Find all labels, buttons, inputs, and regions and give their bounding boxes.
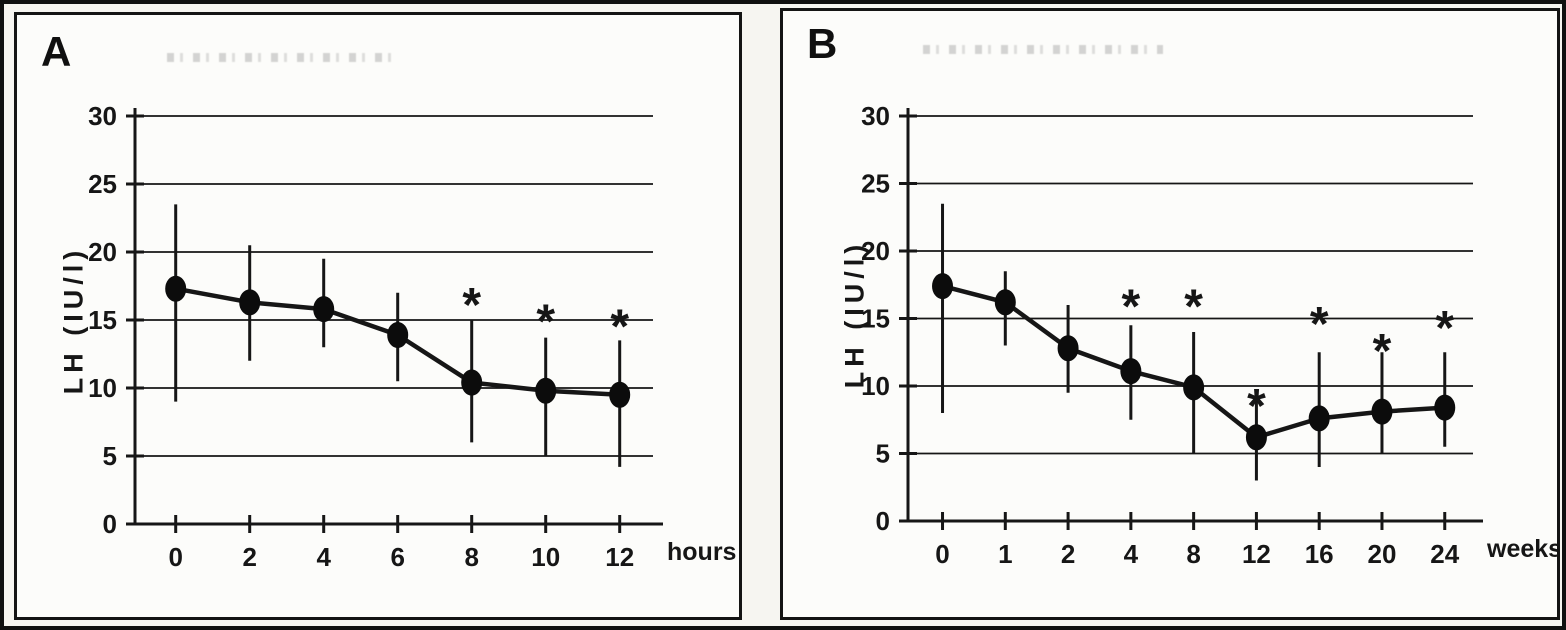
y-tick-label: 20 (861, 236, 890, 266)
x-tick-label: 12 (605, 542, 634, 572)
x-tick-label: 10 (531, 542, 560, 572)
y-tick-label: 25 (88, 169, 117, 199)
data-point-marker (313, 296, 335, 323)
data-point-marker (1120, 358, 1142, 385)
panel-label: A (41, 28, 72, 75)
data-point-marker (1434, 394, 1456, 421)
significance-asterisk: * (1373, 325, 1392, 378)
data-point-marker (932, 273, 954, 300)
data-point-marker (1245, 424, 1267, 451)
data-point-marker (994, 289, 1016, 316)
data-point-marker (535, 377, 557, 404)
data-point-marker (1057, 335, 1079, 362)
y-tick-label: 5 (876, 439, 890, 469)
y-tick-label: 10 (861, 371, 890, 401)
significance-asterisk: * (1184, 280, 1203, 333)
y-tick-label: 0 (876, 506, 890, 536)
x-tick-label: 8 (1186, 539, 1200, 569)
y-tick-label: 20 (88, 237, 117, 267)
data-point-marker (1308, 405, 1330, 432)
y-tick-label: 25 (861, 169, 890, 199)
y-axis-label: LH (IU/l) (839, 239, 870, 389)
data-point-marker (461, 369, 483, 396)
y-tick-label: 10 (88, 373, 117, 403)
x-tick-label: 24 (1430, 539, 1459, 569)
significance-asterisk: * (1247, 380, 1266, 433)
chart-panel-B: B LH (IU/l) 0 5 10 15 20 25 30 0 1 2 4 8 12 16 20 24 wee… (780, 8, 1560, 620)
data-point-marker (1183, 374, 1205, 401)
x-tick-label: 4 (1124, 539, 1139, 569)
x-tick-label: 2 (1061, 539, 1075, 569)
chart-panel-A: A LH (IU/l) 0 5 10 15 20 25 30 0 2 4 6 8 10 12 hours * *… (14, 12, 742, 620)
significance-asterisk: * (610, 301, 629, 354)
significance-asterisk: * (1435, 302, 1454, 355)
x-tick-label: 20 (1368, 539, 1397, 569)
significance-asterisk: * (462, 279, 481, 332)
y-tick-label: 15 (861, 304, 890, 334)
x-tick-label: 0 (168, 542, 182, 572)
x-axis-unit-label: weeks (1486, 535, 1557, 563)
x-tick-label: 16 (1305, 539, 1334, 569)
y-tick-label: 30 (88, 101, 117, 131)
y-tick-label: 15 (88, 305, 117, 335)
significance-asterisk: * (1310, 298, 1329, 351)
x-axis-unit-label: hours (667, 538, 736, 566)
x-tick-label: 6 (390, 542, 404, 572)
x-tick-label: 4 (316, 542, 331, 572)
scan-artifact (167, 53, 397, 62)
significance-asterisk: * (1122, 280, 1141, 333)
x-tick-label: 2 (242, 542, 256, 572)
x-tick-label: 0 (935, 539, 949, 569)
y-tick-label: 30 (861, 101, 890, 131)
panel-label: B (807, 20, 838, 67)
data-point-marker (609, 381, 631, 408)
x-tick-label: 8 (464, 542, 478, 572)
data-point-marker (1371, 398, 1393, 425)
data-point-marker (239, 289, 261, 316)
significance-asterisk: * (536, 295, 555, 348)
line-chart-A: 0 5 10 15 20 25 30 0 2 4 6 8 10 12 hours * * * (88, 101, 736, 572)
data-point-marker (165, 275, 187, 302)
scan-artifact (923, 45, 1163, 54)
x-tick-label: 1 (998, 539, 1012, 569)
y-tick-label: 5 (103, 441, 117, 471)
y-axis-label: LH (IU/l) (58, 245, 89, 395)
x-tick-label: 12 (1242, 539, 1271, 569)
y-tick-label: 0 (103, 509, 117, 539)
data-point-marker (387, 321, 409, 348)
